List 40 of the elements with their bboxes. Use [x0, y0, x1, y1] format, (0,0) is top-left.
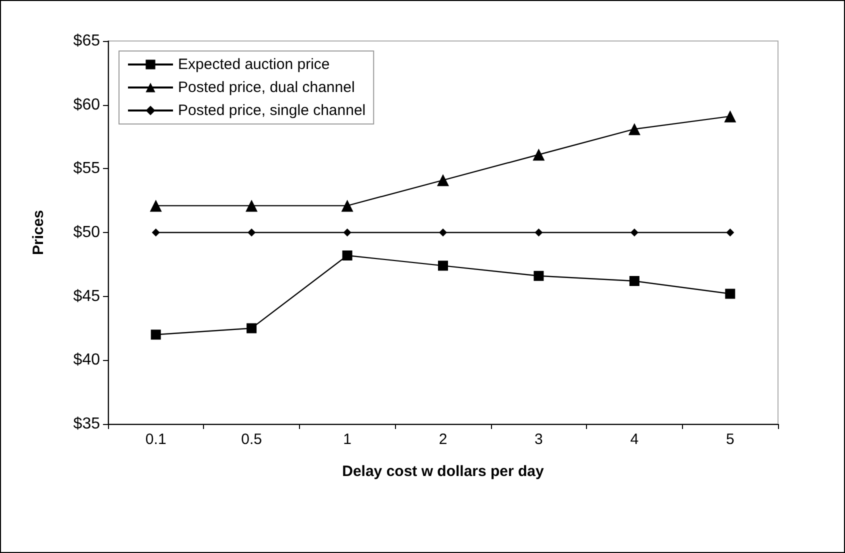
point: [534, 270, 544, 281]
x-tick-label: 3: [534, 431, 543, 448]
x-tick-label: 5: [726, 431, 734, 448]
y-axis-title: Prices: [30, 210, 47, 256]
x-tick-label: 0.5: [241, 431, 262, 448]
point: [342, 250, 352, 260]
point: [150, 200, 162, 212]
point: [439, 228, 447, 236]
x-tick-label: 4: [630, 431, 639, 448]
point: [437, 174, 449, 186]
x-tick-label: 2: [438, 431, 448, 448]
y-tick-label: $60: [73, 96, 100, 114]
point: [150, 330, 161, 340]
y-tick-label: $45: [73, 288, 100, 305]
point: [341, 200, 354, 212]
legend-label: Expected auction price: [178, 56, 330, 73]
point: [726, 228, 734, 236]
point: [534, 228, 543, 236]
point: [246, 323, 257, 334]
y-tick-label: $35: [73, 416, 100, 432]
y-tick-label: $65: [73, 32, 100, 50]
point: [438, 260, 448, 271]
point: [152, 228, 160, 236]
point: [248, 228, 256, 236]
point: [628, 123, 640, 136]
point: [724, 110, 736, 122]
legend-label: Posted price, single channel: [178, 102, 366, 119]
point: [532, 148, 545, 161]
x-tick-label: 0.1: [145, 431, 166, 448]
point: [246, 200, 258, 212]
x-axis-title: Delay cost w dollars per day: [342, 463, 545, 480]
x-tick-label: 1: [343, 431, 352, 448]
y-tick-label: $40: [73, 352, 100, 369]
point: [630, 228, 638, 236]
y-tick-label: $50: [73, 224, 100, 241]
y-tick-label: $55: [73, 160, 100, 178]
point: [725, 288, 736, 299]
point: [343, 228, 352, 236]
point: [629, 276, 640, 286]
legend-label: Posted price, dual channel: [178, 79, 355, 96]
